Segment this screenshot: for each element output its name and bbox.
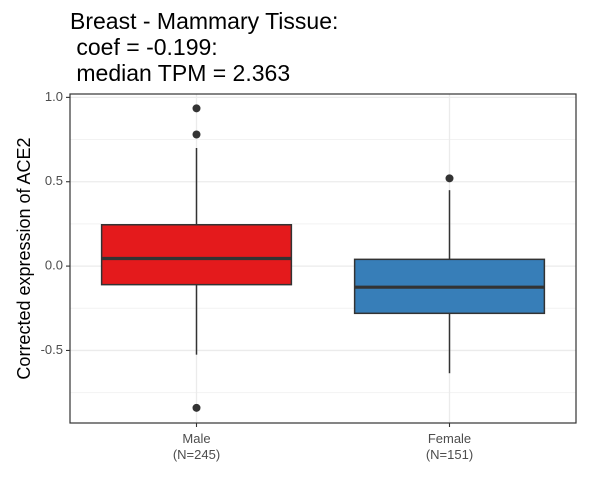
- outlier-point: [192, 403, 201, 412]
- y-tick-label: 0.0: [45, 258, 63, 273]
- y-axis-ticks: 1.0 0.5 0.0 -0.5: [41, 89, 70, 357]
- x-axis-ticks: Male(N=245) Female(N=151): [173, 423, 473, 462]
- title-line-2: median TPM = 2.363: [70, 60, 290, 86]
- outlier-point: [192, 104, 201, 113]
- box-male: [100, 104, 293, 412]
- x-tick-sublabel: (N=245): [173, 447, 220, 462]
- y-tick-label: 0.5: [45, 173, 63, 188]
- x-tick-label: Female: [428, 431, 471, 446]
- box-female: [353, 174, 546, 374]
- y-axis-title: Corrected expression of ACE2: [14, 137, 34, 379]
- outlier-point: [192, 130, 201, 139]
- title-line-1: coef = -0.199:: [70, 34, 218, 60]
- y-tick-label: -0.5: [41, 342, 63, 357]
- x-tick-sublabel: (N=151): [426, 447, 473, 462]
- outlier-point: [445, 174, 454, 183]
- x-tick-label: Male: [182, 431, 210, 446]
- boxes: [100, 104, 546, 412]
- y-tick-label: 1.0: [45, 89, 63, 104]
- iqr-box: [100, 224, 293, 286]
- plot-border: [69, 93, 577, 424]
- title-line-0: Breast - Mammary Tissue:: [70, 8, 338, 34]
- chart-title: Breast - Mammary Tissue: coef = -0.199: …: [70, 8, 338, 86]
